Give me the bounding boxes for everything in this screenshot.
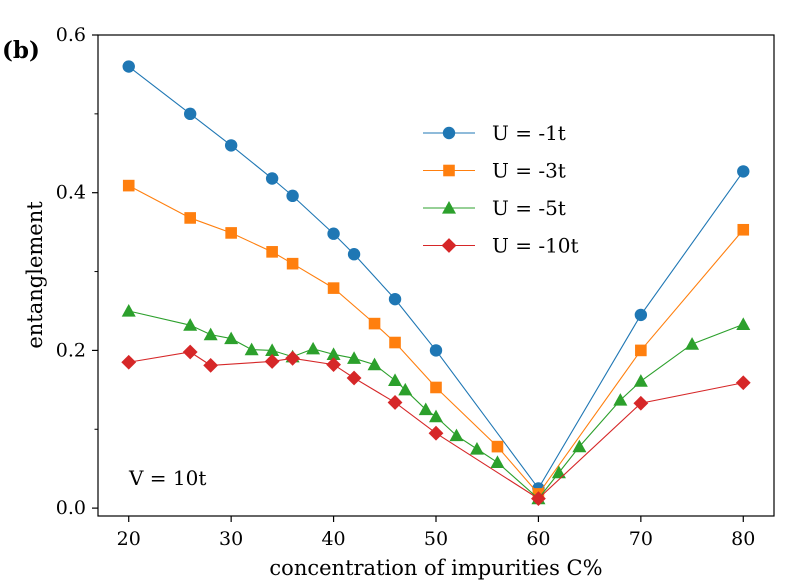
y-tick-label-3: 0.6 <box>56 24 86 46</box>
data-point-2-8 <box>326 347 341 360</box>
data-point-1-5 <box>327 282 340 294</box>
data-point-2-11 <box>388 373 403 386</box>
data-point-0-0 <box>122 60 135 73</box>
x-axis-label: concentration of impurities C% <box>269 556 602 580</box>
legend-marker-0 <box>442 126 456 140</box>
legend-label-3: U = -10t <box>492 234 579 258</box>
data-point-3-11 <box>735 375 751 391</box>
data-point-2-0 <box>121 303 136 317</box>
data-point-1-0 <box>122 179 135 192</box>
legend-item-3: U = -10t <box>423 234 579 258</box>
legend-label-2: U = -5t <box>492 196 566 220</box>
data-point-1-8 <box>430 381 442 394</box>
data-point-0-7 <box>388 292 402 306</box>
y-tick-label-0: 0.0 <box>56 497 86 519</box>
series-layer <box>121 60 751 507</box>
x-tick-label-2: 40 <box>321 528 345 550</box>
data-point-3-3 <box>264 354 280 369</box>
data-point-2-13 <box>418 402 433 416</box>
legend: U = -1t U = -3t U = -5t U = -10t <box>423 121 579 258</box>
data-point-1-11 <box>635 344 647 357</box>
data-point-3-1 <box>182 344 198 360</box>
x-tick-label-6: 80 <box>731 528 755 550</box>
data-point-0-10 <box>634 308 648 322</box>
series-3 <box>121 344 751 507</box>
data-point-1-4 <box>286 257 299 270</box>
data-point-3-6 <box>346 370 362 386</box>
data-point-3-5 <box>326 357 341 373</box>
data-point-3-7 <box>387 395 403 410</box>
data-point-0-1 <box>183 107 197 121</box>
data-point-0-5 <box>327 227 340 240</box>
x-tick-label-5: 70 <box>629 528 653 550</box>
data-point-0-3 <box>265 172 279 185</box>
data-point-2-22 <box>633 374 648 387</box>
data-point-2-15 <box>449 428 464 442</box>
data-point-3-8 <box>428 425 444 441</box>
plot-frame <box>97 34 775 517</box>
data-point-1-2 <box>225 227 237 239</box>
legend-item-0: U = -1t <box>423 121 566 145</box>
data-point-2-1 <box>183 318 198 331</box>
data-point-2-9 <box>347 351 362 364</box>
legend-marker-2 <box>442 201 456 214</box>
data-point-2-4 <box>244 342 259 356</box>
v-annotation: V = 10t <box>128 466 206 490</box>
data-point-1-7 <box>389 336 401 349</box>
data-point-1-3 <box>266 246 278 258</box>
data-point-3-10 <box>633 395 649 411</box>
data-point-2-7 <box>306 341 321 355</box>
data-point-2-23 <box>685 337 700 350</box>
data-point-2-24 <box>736 317 751 330</box>
data-point-0-8 <box>429 344 443 357</box>
data-point-1-12 <box>737 223 750 236</box>
axes-layer: 20 30 40 50 60 70 80 0.0 0.2 0.4 0.6 <box>56 24 756 550</box>
data-point-0-4 <box>286 189 299 203</box>
data-point-2-12 <box>398 382 413 396</box>
legend-item-1: U = -3t <box>423 159 566 183</box>
data-point-1-9 <box>491 440 504 453</box>
data-point-3-2 <box>203 357 219 373</box>
x-tick-label-3: 50 <box>424 528 448 550</box>
legend-marker-3 <box>441 238 457 253</box>
data-point-0-2 <box>224 139 238 152</box>
series-line-1 <box>128 185 744 495</box>
x-tick-label-1: 30 <box>219 528 243 550</box>
data-point-3-9 <box>531 491 546 507</box>
x-tick-label-4: 60 <box>526 528 550 550</box>
data-point-2-5 <box>265 343 280 357</box>
legend-marker-1 <box>443 164 455 177</box>
data-point-2-10 <box>367 357 382 371</box>
data-point-2-19 <box>551 465 566 479</box>
series-line-0 <box>128 66 744 490</box>
data-point-1-6 <box>368 317 381 330</box>
legend-item-2: U = -5t <box>423 196 566 220</box>
y-tick-label-2: 0.4 <box>56 182 86 204</box>
panel-label: (b) <box>2 37 40 64</box>
data-point-2-14 <box>429 409 443 423</box>
series-2 <box>121 303 751 505</box>
data-point-2-2 <box>203 327 218 341</box>
x-tick-label-0: 20 <box>117 528 141 550</box>
data-point-2-3 <box>224 331 239 345</box>
data-point-2-17 <box>490 455 505 468</box>
data-point-2-16 <box>469 441 484 455</box>
legend-label-0: U = -1t <box>492 121 566 145</box>
data-point-2-21 <box>613 393 628 406</box>
data-point-3-4 <box>285 350 301 366</box>
data-point-3-0 <box>121 354 137 370</box>
data-point-1-1 <box>184 212 196 224</box>
data-point-0-6 <box>347 248 361 261</box>
y-tick-label-1: 0.2 <box>56 339 86 361</box>
y-axis-label: entanglement <box>23 201 47 349</box>
data-point-0-11 <box>737 165 750 178</box>
legend-label-1: U = -3t <box>492 159 566 183</box>
data-point-2-20 <box>572 439 587 453</box>
